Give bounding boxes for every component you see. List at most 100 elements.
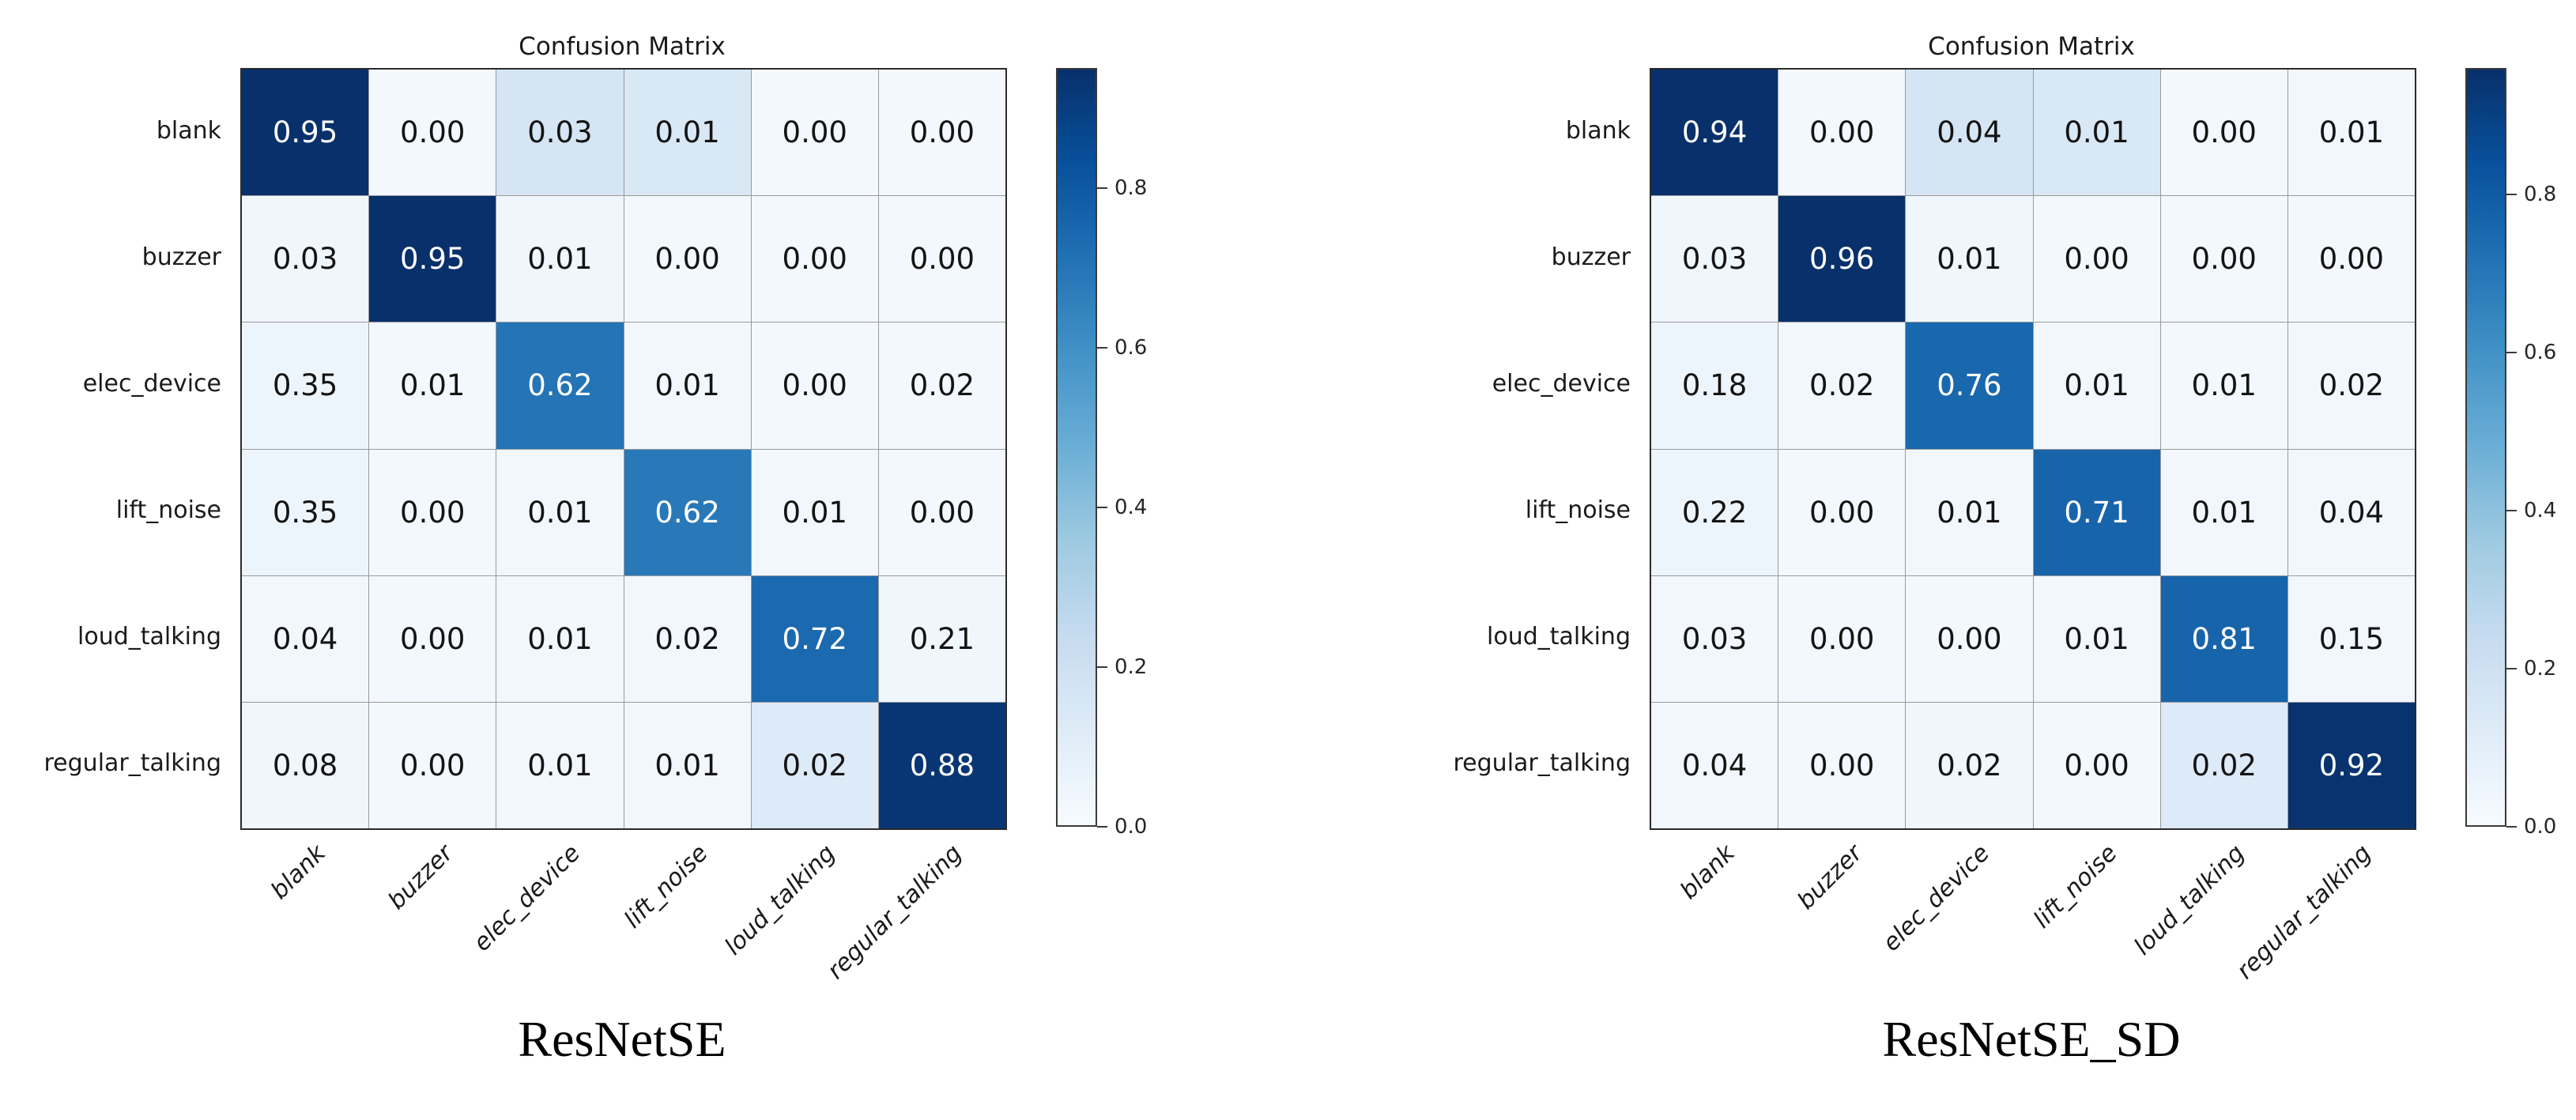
- y-tick-label-buzzer: buzzer: [1551, 243, 1631, 271]
- matrix-cell-lift_noise-elec_device: 0.01: [496, 449, 624, 575]
- matrix-cell-regular_talking-buzzer: 0.00: [369, 702, 496, 828]
- matrix-cell-regular_talking-lift_noise: 0.01: [624, 702, 751, 828]
- colorbar-tick-mark: [2506, 826, 2517, 828]
- matrix-cell-lift_noise-loud_talking: 0.01: [751, 449, 878, 575]
- y-tick-label-blank: blank: [156, 117, 221, 145]
- matrix-cell-elec_device-regular_talking: 0.02: [878, 322, 1005, 449]
- x-tick-label-blank: blank: [1675, 839, 1741, 905]
- matrix-cell-blank-buzzer: 0.00: [1778, 70, 1906, 196]
- colorbar-tick-label: 0.6: [1115, 335, 1148, 360]
- matrix-cell-buzzer-regular_talking: 0.00: [2287, 196, 2415, 322]
- x-tick-label-loud_talking: loud_talking: [718, 839, 841, 961]
- colorbar-tick-label: 0.0: [1115, 815, 1148, 839]
- matrix-cell-loud_talking-regular_talking: 0.21: [878, 575, 1005, 702]
- matrix-cell-loud_talking-buzzer: 0.00: [1778, 575, 1906, 702]
- y-tick-label-elec_device: elec_device: [1492, 370, 1631, 398]
- colorbar-tick-label: 0.4: [1115, 495, 1148, 519]
- y-tick-label-lift_noise: lift_noise: [1525, 496, 1631, 524]
- matrix-cell-lift_noise-buzzer: 0.00: [369, 449, 496, 575]
- y-tick-label-regular_talking: regular_talking: [1453, 749, 1631, 777]
- matrix-cell-regular_talking-loud_talking: 0.02: [2160, 702, 2287, 828]
- matrix-cell-elec_device-loud_talking: 0.00: [751, 322, 878, 449]
- matrix-cell-regular_talking-regular_talking: 0.92: [2287, 702, 2415, 828]
- matrix-cell-elec_device-lift_noise: 0.01: [624, 322, 751, 449]
- matrix-cell-regular_talking-regular_talking: 0.88: [878, 702, 1005, 828]
- matrix-cell-loud_talking-buzzer: 0.00: [369, 575, 496, 702]
- matrix-cell-buzzer-loud_talking: 0.00: [751, 196, 878, 322]
- confusion-matrix-grid: 0.94 0.00 0.04 0.01 0.00 0.01 0.03 0.96 0.01 0.00…: [1650, 68, 2416, 830]
- matrix-cell-buzzer-lift_noise: 0.00: [2033, 196, 2160, 322]
- matrix-cell-elec_device-buzzer: 0.01: [369, 322, 496, 449]
- colorbar: [2465, 68, 2506, 827]
- matrix-cell-regular_talking-elec_device: 0.01: [496, 702, 624, 828]
- colorbar-tick-label: 0.8: [1115, 175, 1148, 200]
- matrix-cell-lift_noise-regular_talking: 0.04: [2287, 449, 2415, 575]
- plot-title: Confusion Matrix: [519, 32, 726, 61]
- matrix-cell-blank-elec_device: 0.04: [1906, 70, 2033, 196]
- colorbar-tick-mark: [1097, 506, 1107, 508]
- matrix-cell-buzzer-regular_talking: 0.00: [878, 196, 1005, 322]
- matrix-cell-blank-blank: 0.95: [242, 70, 369, 196]
- matrix-cell-loud_talking-lift_noise: 0.01: [2033, 575, 2160, 702]
- matrix-cell-elec_device-buzzer: 0.02: [1778, 322, 1906, 449]
- matrix-cell-elec_device-elec_device: 0.76: [1906, 322, 2033, 449]
- y-tick-label-buzzer: buzzer: [141, 243, 221, 271]
- matrix-cell-buzzer-blank: 0.03: [242, 196, 369, 322]
- matrix-cell-regular_talking-elec_device: 0.02: [1906, 702, 2033, 828]
- colorbar-tick-mark: [1097, 346, 1107, 349]
- matrix-cell-blank-lift_noise: 0.01: [624, 70, 751, 196]
- matrix-cell-loud_talking-elec_device: 0.00: [1906, 575, 2033, 702]
- matrix-cell-buzzer-blank: 0.03: [1651, 196, 1778, 322]
- x-tick-label-lift_noise: lift_noise: [618, 839, 714, 934]
- colorbar-tick-label: 0.2: [1115, 654, 1148, 679]
- colorbar-tick-mark: [2506, 510, 2517, 511]
- confusion-matrix-grid: 0.95 0.00 0.03 0.01 0.00 0.00 0.03 0.95 0.01 0.00…: [240, 68, 1007, 830]
- matrix-cell-loud_talking-regular_talking: 0.15: [2287, 575, 2415, 702]
- x-tick-label-buzzer: buzzer: [1792, 839, 1869, 915]
- matrix-cell-blank-loud_talking: 0.00: [2160, 70, 2287, 196]
- matrix-cell-lift_noise-loud_talking: 0.01: [2160, 449, 2287, 575]
- matrix-cell-elec_device-regular_talking: 0.02: [2287, 322, 2415, 449]
- colorbar-tick-label: 0.0: [2524, 815, 2557, 839]
- matrix-cell-regular_talking-buzzer: 0.00: [1778, 702, 1906, 828]
- matrix-cell-loud_talking-elec_device: 0.01: [496, 575, 624, 702]
- x-tick-label-lift_noise: lift_noise: [2027, 839, 2123, 934]
- matrix-cell-elec_device-loud_talking: 0.01: [2160, 322, 2287, 449]
- y-tick-label-loud_talking: loud_talking: [1487, 623, 1631, 651]
- x-tick-label-regular_talking: regular_talking: [822, 839, 968, 985]
- matrix-cell-blank-loud_talking: 0.00: [751, 70, 878, 196]
- x-tick-label-blank: blank: [266, 839, 332, 905]
- plot-title: Confusion Matrix: [1928, 32, 2135, 61]
- matrix-cell-lift_noise-buzzer: 0.00: [1778, 449, 1906, 575]
- matrix-cell-lift_noise-blank: 0.22: [1651, 449, 1778, 575]
- matrix-cell-buzzer-buzzer: 0.96: [1778, 196, 1906, 322]
- matrix-cell-buzzer-elec_device: 0.01: [1906, 196, 2033, 322]
- matrix-cell-lift_noise-lift_noise: 0.62: [624, 449, 751, 575]
- colorbar: [1056, 68, 1097, 827]
- colorbar-tick-label: 0.8: [2524, 183, 2557, 206]
- x-tick-label-elec_device: elec_device: [1877, 839, 1996, 957]
- y-tick-label-blank: blank: [1565, 117, 1631, 145]
- matrix-cell-lift_noise-regular_talking: 0.00: [878, 449, 1005, 575]
- colorbar-tick-mark: [2506, 668, 2517, 669]
- matrix-cell-lift_noise-elec_device: 0.01: [1906, 449, 2033, 575]
- y-tick-label-elec_device: elec_device: [82, 370, 221, 398]
- matrix-cell-loud_talking-loud_talking: 0.72: [751, 575, 878, 702]
- matrix-cell-blank-buzzer: 0.00: [369, 70, 496, 196]
- matrix-cell-buzzer-elec_device: 0.01: [496, 196, 624, 322]
- colorbar-tick-mark: [1097, 187, 1107, 189]
- colorbar-tick-label: 0.6: [2524, 341, 2557, 364]
- y-tick-label-loud_talking: loud_talking: [77, 623, 221, 651]
- matrix-cell-loud_talking-blank: 0.03: [1651, 575, 1778, 702]
- matrix-cell-lift_noise-lift_noise: 0.71: [2033, 449, 2160, 575]
- subfigure-caption: ResNetSE: [518, 1011, 726, 1067]
- matrix-cell-regular_talking-lift_noise: 0.00: [2033, 702, 2160, 828]
- matrix-cell-elec_device-elec_device: 0.62: [496, 322, 624, 449]
- colorbar-tick-mark: [1097, 826, 1107, 828]
- y-tick-label-lift_noise: lift_noise: [115, 496, 221, 524]
- x-tick-label-regular_talking: regular_talking: [2231, 839, 2378, 985]
- y-tick-label-regular_talking: regular_talking: [43, 749, 222, 777]
- matrix-cell-loud_talking-loud_talking: 0.81: [2160, 575, 2287, 702]
